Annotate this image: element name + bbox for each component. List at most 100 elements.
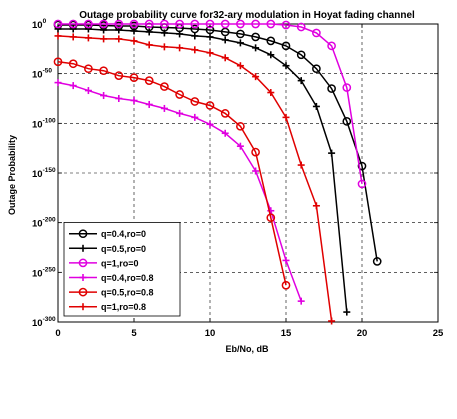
- data-point-circle: [84, 64, 93, 74]
- data-point-plus: [84, 34, 92, 42]
- data-point-plus: [69, 33, 77, 41]
- data-point-circle: [78, 258, 88, 268]
- data-point-circle: [114, 19, 124, 29]
- data-point-plus: [145, 41, 153, 49]
- data-point-plus: [343, 308, 351, 316]
- data-point-plus: [69, 82, 77, 90]
- series-line: [57, 60, 287, 286]
- data-point-circle: [251, 147, 260, 157]
- data-point-circle: [144, 76, 154, 85]
- data-point-plus: [312, 102, 320, 110]
- legend-label: q=0.5,ro=0.8: [101, 288, 154, 298]
- data-point-circle: [342, 116, 352, 126]
- data-point-circle: [129, 19, 139, 29]
- data-point-plus: [160, 29, 168, 37]
- data-point-plus: [145, 100, 153, 108]
- legend-label: q=0.4,ro=0.8: [101, 273, 154, 283]
- data-point-circle: [99, 19, 108, 29]
- data-point-plus: [191, 46, 199, 54]
- data-point-circle: [281, 41, 291, 51]
- legend-item: q=0.4,ro=0.8: [69, 273, 154, 283]
- y-tick-label: 10-150: [32, 167, 56, 180]
- data-point-circle: [220, 109, 230, 118]
- data-point-plus: [79, 274, 87, 281]
- legend-label: q=0.4,ro=0: [101, 229, 146, 239]
- data-point-plus: [221, 129, 229, 137]
- data-point-circle: [175, 90, 184, 99]
- data-point-circle: [190, 19, 200, 29]
- legend-label: q=1,ro=0: [101, 258, 139, 268]
- legend-item: q=1,ro=0.8: [69, 302, 146, 312]
- data-point-circle: [327, 84, 336, 93]
- data-point-plus: [236, 62, 244, 70]
- data-point-circle: [78, 287, 88, 297]
- data-point-plus: [84, 25, 92, 33]
- data-point-circle: [53, 57, 63, 67]
- data-point-plus: [252, 44, 260, 52]
- data-point-circle: [281, 280, 291, 290]
- data-point-plus: [236, 142, 244, 150]
- data-point-plus: [84, 87, 92, 95]
- data-point-plus: [79, 303, 87, 311]
- data-point-circle: [357, 179, 367, 189]
- data-point-plus: [130, 27, 138, 35]
- data-point-plus: [176, 109, 184, 117]
- data-point-plus: [297, 77, 305, 85]
- data-point-circle: [296, 50, 306, 60]
- data-point-plus: [191, 32, 199, 40]
- data-point-plus: [115, 95, 123, 102]
- y-tick-label: 10-200: [32, 217, 56, 230]
- legend-item: q=0.5,ro=0.8: [69, 288, 154, 298]
- y-tick-label: 10-50: [32, 68, 52, 81]
- data-point-circle: [114, 71, 124, 81]
- y-tick-label: 10-300: [32, 316, 56, 329]
- data-point-plus: [115, 35, 123, 43]
- data-point-circle: [99, 66, 108, 76]
- data-point-circle: [251, 32, 260, 42]
- data-point-circle: [312, 28, 321, 38]
- data-point-circle: [160, 82, 169, 91]
- x-tick-label: 20: [357, 328, 368, 339]
- y-axis-ticks: 100 10-50 10-100 10-150 10-200 10-250 10-300: [32, 18, 438, 329]
- data-point-plus: [69, 25, 77, 33]
- data-point-circle: [372, 257, 382, 266]
- data-point-circle: [266, 213, 276, 223]
- data-point-plus: [54, 32, 62, 40]
- data-point-plus: [206, 33, 214, 41]
- data-point-plus: [252, 73, 260, 81]
- data-point-circle: [251, 19, 260, 29]
- x-tick-label: 0: [55, 328, 60, 339]
- data-point-circle: [220, 19, 230, 29]
- x-tick-label: 10: [205, 328, 216, 339]
- data-point-plus: [312, 202, 320, 210]
- series-line: [58, 23, 363, 185]
- data-point-circle: [205, 19, 215, 29]
- data-point-plus: [130, 96, 138, 104]
- chart-title: Outage probability curve for32-ary modul…: [79, 10, 415, 21]
- y-tick-label: 10-250: [32, 266, 56, 279]
- data-point-circle: [68, 19, 78, 29]
- data-point-plus: [267, 51, 275, 59]
- data-point-plus: [221, 36, 229, 44]
- data-point-plus: [282, 113, 290, 121]
- data-point-plus: [267, 89, 275, 97]
- series-2: [54, 25, 351, 316]
- series-4: [54, 79, 305, 305]
- data-point-circle: [84, 19, 93, 29]
- data-point-circle: [205, 101, 215, 110]
- data-point-plus: [176, 44, 184, 52]
- data-point-circle: [357, 161, 367, 171]
- x-tick-label: 25: [433, 328, 444, 339]
- series-3: [53, 19, 367, 189]
- data-point-circle: [236, 29, 245, 39]
- data-point-plus: [130, 37, 138, 45]
- data-point-plus: [297, 297, 305, 305]
- data-point-plus: [191, 113, 199, 121]
- data-point-circle: [342, 83, 352, 92]
- y-tick-label: 100: [32, 18, 47, 31]
- y-axis-label: Outage Probability: [7, 135, 17, 215]
- data-point-circle: [68, 59, 78, 69]
- data-point-plus: [297, 161, 305, 169]
- data-point-plus: [282, 256, 290, 264]
